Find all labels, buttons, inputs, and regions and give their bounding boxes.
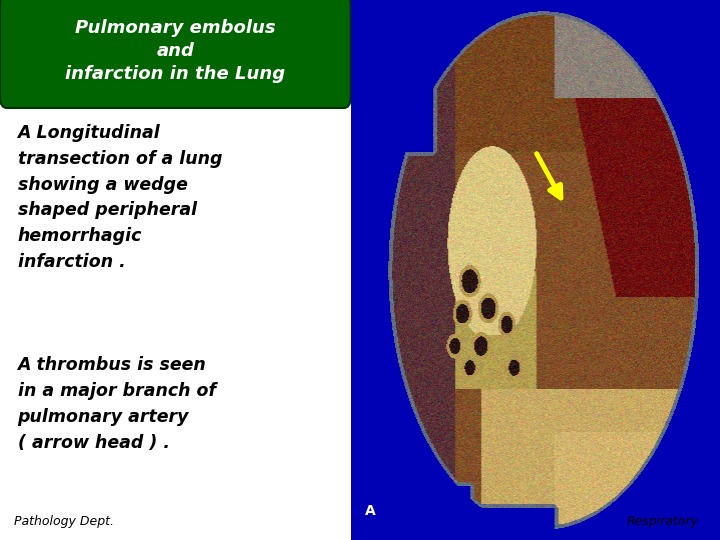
Text: A Longitudinal
transection of a lung
showing a wedge
shaped peripheral
hemorrhag: A Longitudinal transection of a lung sho… (17, 124, 222, 271)
FancyBboxPatch shape (0, 0, 351, 108)
Text: A: A (366, 504, 376, 518)
Text: Pathology Dept.: Pathology Dept. (14, 515, 114, 528)
Text: Pulmonary embolus
and
infarction in the Lung: Pulmonary embolus and infarction in the … (66, 19, 285, 83)
Text: A thrombus is seen
in a major branch of
pulmonary artery
( arrow head ) .: A thrombus is seen in a major branch of … (17, 356, 215, 451)
Text: Respiratory: Respiratory (626, 515, 698, 528)
